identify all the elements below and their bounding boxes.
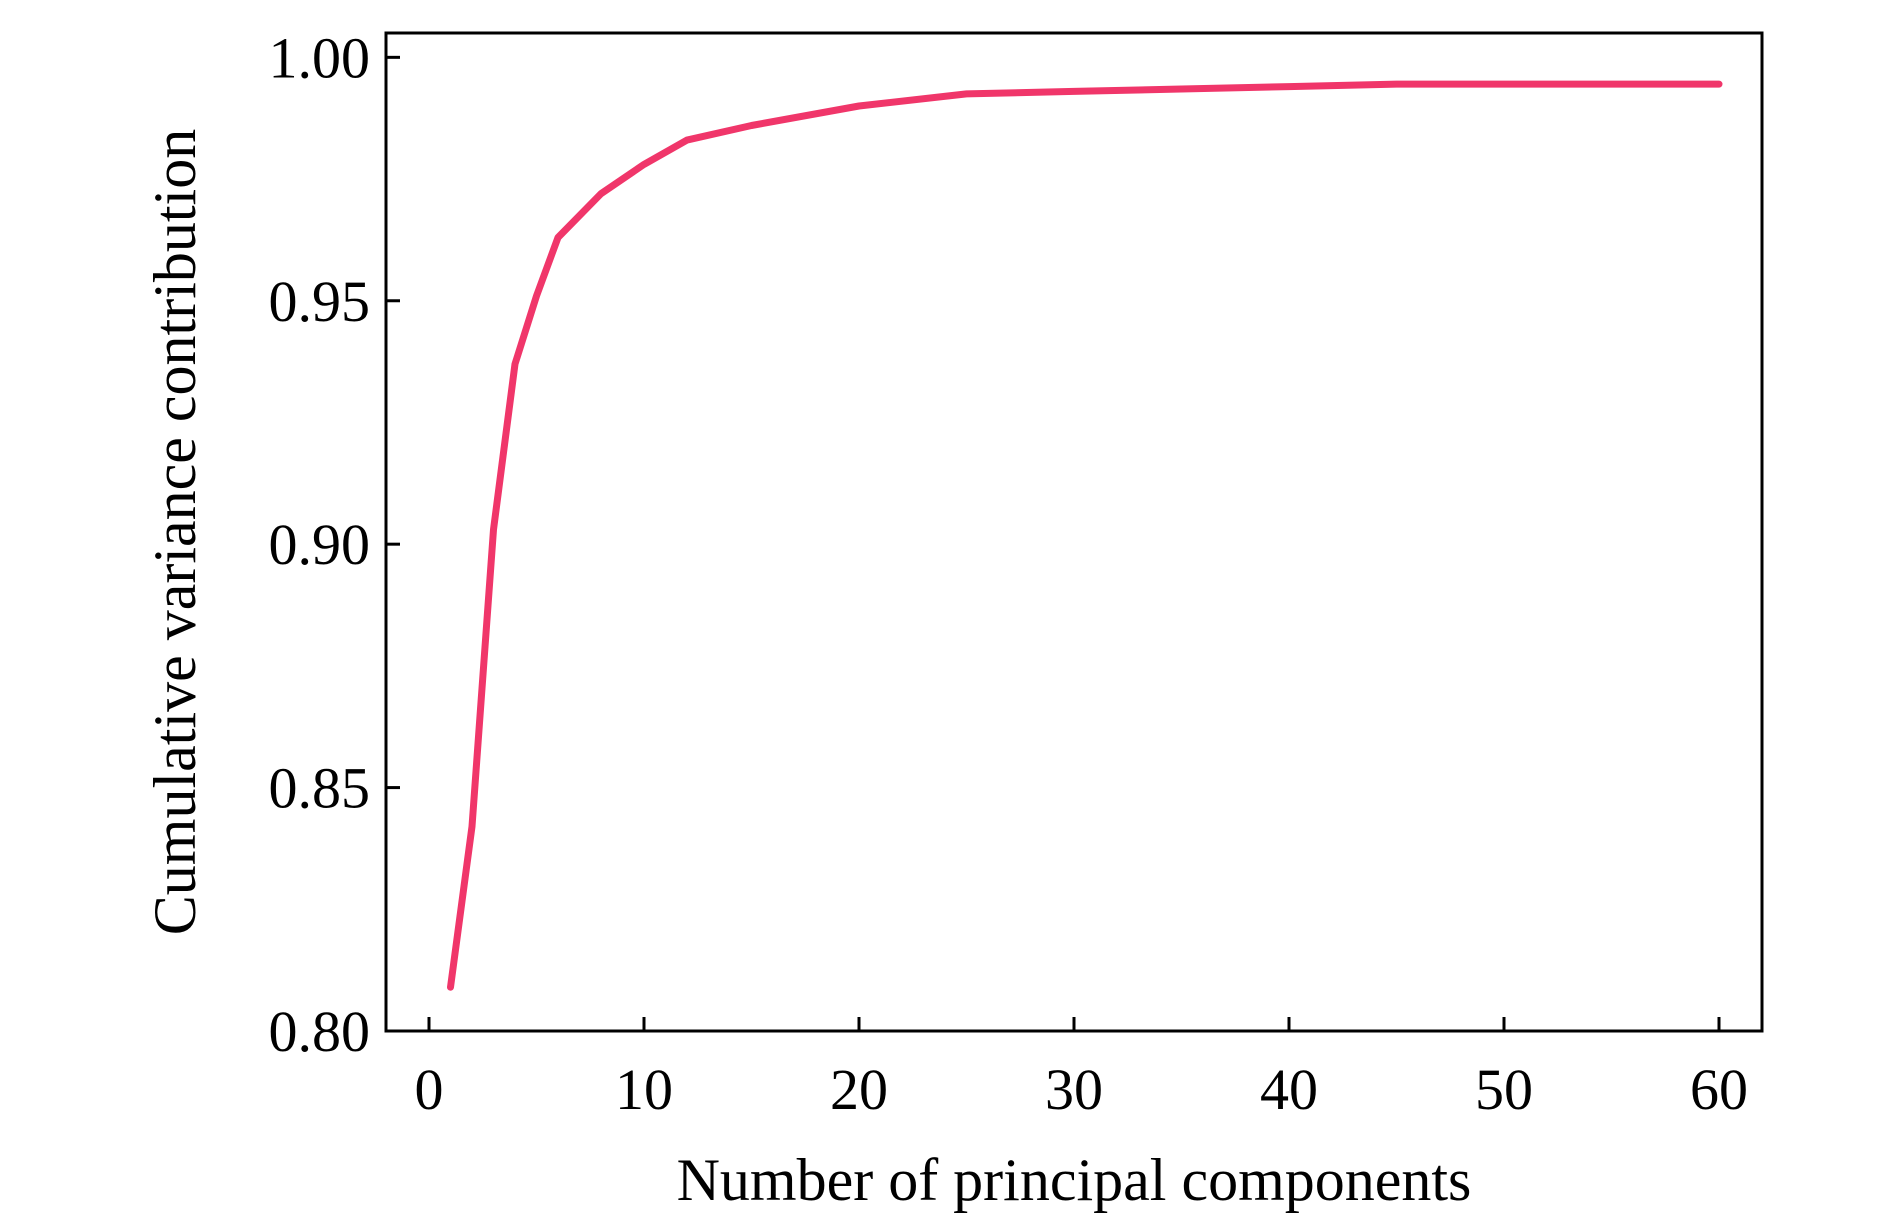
- series-layer: [447, 80, 1723, 991]
- x-tick-label: 0: [415, 1057, 444, 1122]
- y-tick-label: 0.90: [269, 512, 371, 577]
- y-tick-label: 0.85: [269, 756, 371, 821]
- x-tick-label: 40: [1260, 1057, 1318, 1122]
- y-tick-label: 0.95: [269, 269, 371, 334]
- x-axis-ticks: 0 10 20 30 40 50 60: [415, 1017, 1748, 1122]
- x-tick-label: 20: [830, 1057, 888, 1122]
- y-tick-label: 1.00: [269, 25, 371, 90]
- x-tick-label: 50: [1475, 1057, 1533, 1122]
- x-tick-label: 10: [615, 1057, 673, 1122]
- plot-frame: [384, 31, 1764, 1033]
- y-tick-label: 0.80: [269, 999, 371, 1064]
- x-axis-label: Number of principal components: [677, 1147, 1472, 1213]
- x-tick-label: 30: [1045, 1057, 1103, 1122]
- series-line: [447, 80, 1723, 991]
- x-tick-label: 60: [1690, 1057, 1748, 1122]
- y-axis-ticks: 0.80 0.85 0.90 0.95 1.00: [269, 25, 400, 1064]
- y-axis-label: Cumulative variance contribution: [142, 129, 208, 935]
